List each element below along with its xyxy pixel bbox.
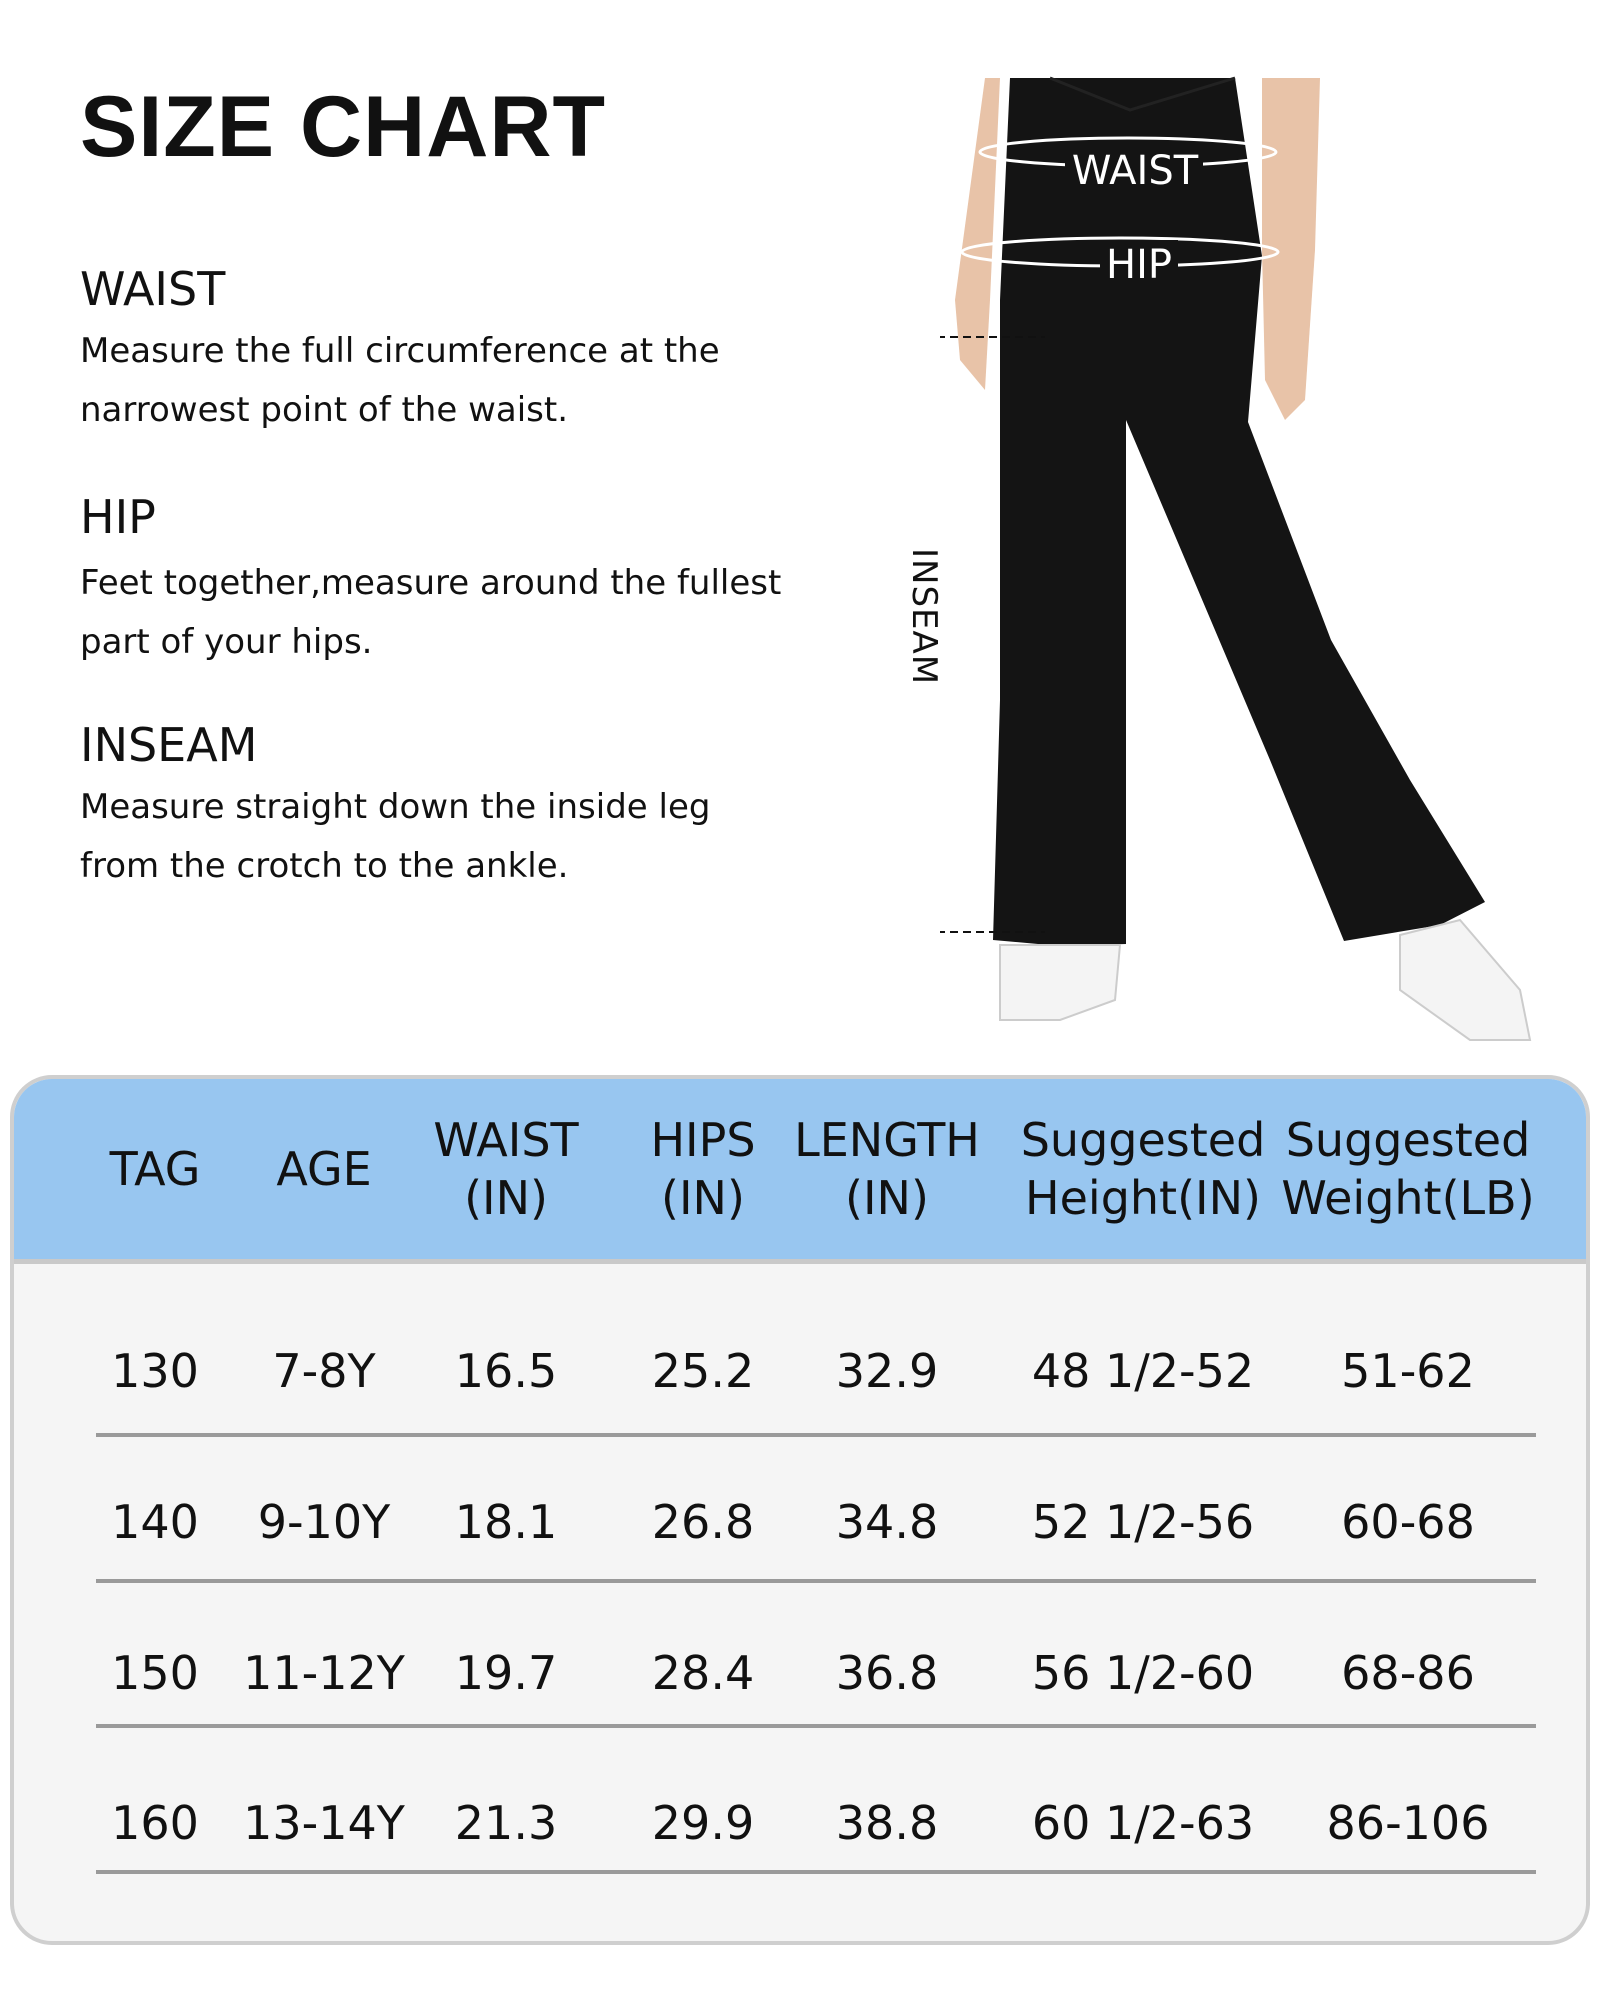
cell-length: 36.8: [835, 1646, 939, 1700]
waist-heading: WAIST: [80, 262, 226, 316]
row-divider: [96, 1724, 1536, 1728]
cell-tag: 160: [111, 1796, 199, 1850]
table-header: TAG AGE WAIST (IN) HIPS (IN) LENGTH (IN)…: [14, 1079, 1586, 1264]
cell-waist: 16.5: [454, 1344, 558, 1398]
header-waist: WAIST (IN): [433, 1113, 579, 1225]
cell-weight: 51-62: [1341, 1344, 1475, 1398]
inseam-description: Measure straight down the inside leg fro…: [80, 778, 840, 896]
waist-description-line: Measure the full circumference at the: [80, 331, 720, 371]
inseam-measure-line: [940, 336, 1045, 933]
inseam-description-line: from the crotch to the ankle.: [80, 846, 569, 886]
cell-tag: 130: [111, 1344, 199, 1398]
page-title: SIZE CHART: [80, 79, 606, 175]
header-height: Suggested Height(IN): [1020, 1113, 1266, 1225]
header-hips: HIPS (IN): [650, 1113, 756, 1225]
cell-height: 52 1/2-56: [1031, 1495, 1255, 1549]
cell-tag: 140: [111, 1495, 199, 1549]
cell-age: 7-8Y: [272, 1344, 376, 1398]
cell-age: 13-14Y: [243, 1796, 405, 1850]
cell-hips: 29.9: [651, 1796, 755, 1850]
cell-length: 38.8: [835, 1796, 939, 1850]
cell-tag: 150: [111, 1646, 199, 1700]
waist-label: WAIST: [1072, 148, 1199, 194]
cell-hips: 28.4: [651, 1646, 755, 1700]
header-age: AGE: [276, 1142, 372, 1196]
waist-description: Measure the full circumference at the na…: [80, 322, 840, 440]
inseam-label: INSEAM: [902, 548, 946, 686]
hip-description-line: Feet together,measure around the fullest: [80, 563, 782, 603]
cell-hips: 26.8: [651, 1495, 755, 1549]
cell-length: 32.9: [835, 1344, 939, 1398]
row-divider: [96, 1870, 1536, 1874]
size-table: TAG AGE WAIST (IN) HIPS (IN) LENGTH (IN)…: [10, 1075, 1590, 1945]
cell-waist: 18.1: [454, 1495, 558, 1549]
cell-age: 9-10Y: [257, 1495, 391, 1549]
cell-weight: 86-106: [1326, 1796, 1490, 1850]
cell-waist: 21.3: [454, 1796, 558, 1850]
row-divider: [96, 1579, 1536, 1583]
header-length: LENGTH (IN): [794, 1113, 980, 1225]
cell-height: 48 1/2-52: [1031, 1344, 1255, 1398]
model-illustration: [955, 76, 1532, 1041]
hip-description-line: part of your hips.: [80, 622, 373, 662]
pants-figure: WAIST HIP: [940, 76, 1532, 1041]
header-weight: Suggested Weight(LB): [1281, 1113, 1535, 1225]
cell-height: 60 1/2-63: [1031, 1796, 1255, 1850]
hip-heading: HIP: [80, 490, 156, 544]
header-tag: TAG: [109, 1142, 201, 1196]
cell-weight: 68-86: [1341, 1646, 1475, 1700]
inseam-description-line: Measure straight down the inside leg: [80, 787, 711, 827]
inseam-heading: INSEAM: [80, 718, 258, 772]
hip-description: Feet together,measure around the fullest…: [80, 554, 840, 672]
row-divider: [96, 1433, 1536, 1437]
hip-label: HIP: [1106, 242, 1172, 288]
cell-waist: 19.7: [454, 1646, 558, 1700]
cell-age: 11-12Y: [243, 1646, 405, 1700]
waist-description-line: narrowest point of the waist.: [80, 390, 569, 430]
cell-weight: 60-68: [1341, 1495, 1475, 1549]
cell-length: 34.8: [835, 1495, 939, 1549]
cell-height: 56 1/2-60: [1031, 1646, 1255, 1700]
cell-hips: 25.2: [651, 1344, 755, 1398]
